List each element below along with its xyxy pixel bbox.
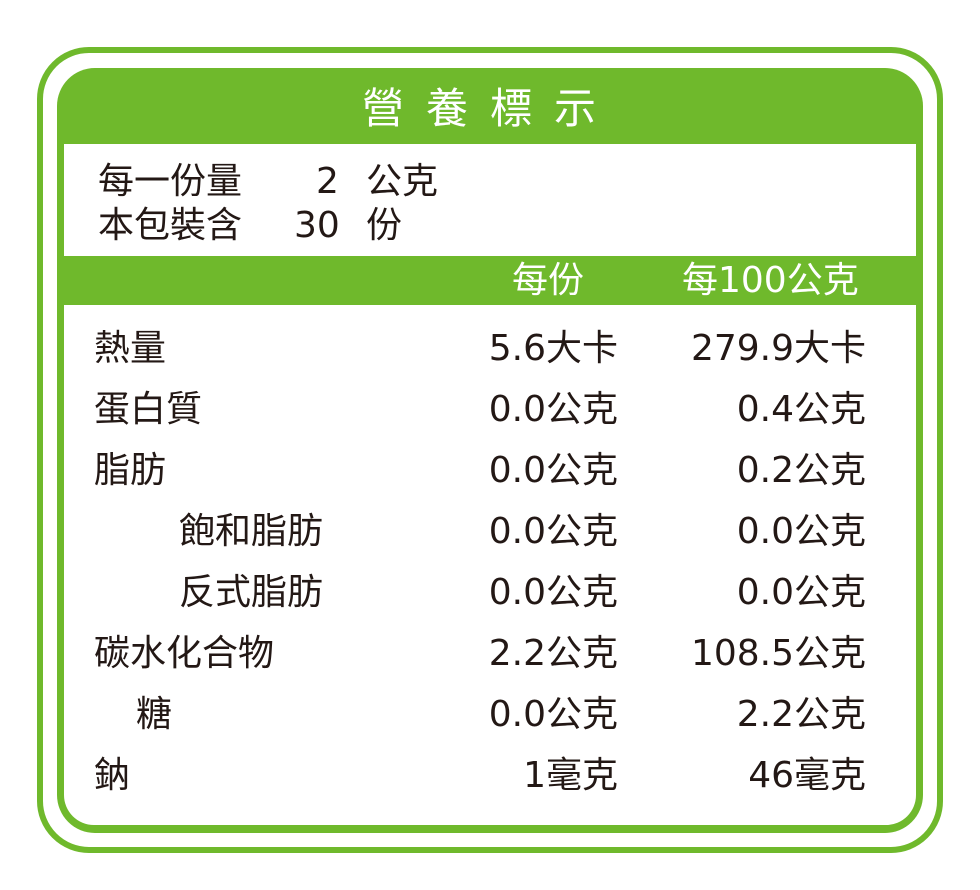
per-serving-value: 0.0公克 — [488, 572, 618, 613]
column-header-per-serving: 每份 — [512, 260, 585, 301]
per-100g-value: 279.9大卡 — [690, 328, 866, 369]
nutrient-name: 熱量 — [94, 328, 167, 369]
per-serving-value: 0.0公克 — [488, 389, 618, 430]
serving-info: 每一份量 2 公克 本包裝含 30 份 — [64, 144, 916, 256]
per-serving-value: 1毫克 — [523, 755, 618, 796]
per-100g-value: 46毫克 — [748, 755, 866, 796]
serving-size-label: 每一份量 — [98, 161, 243, 202]
per-serving-value: 0.0公克 — [488, 450, 618, 491]
servings-count-unit: 份 — [366, 205, 403, 246]
nutrient-row: 反式脂肪 0.0公克 0.0公克 — [64, 563, 916, 623]
nutrient-row: 脂肪 0.0公克 0.2公克 — [64, 441, 916, 501]
nutrient-row: 鈉 1毫克 46毫克 — [64, 746, 916, 806]
nutrition-table: 熱量 5.6大卡 279.9大卡 蛋白質 0.0公克 0.4公克 脂肪 0.0公克 … — [64, 305, 916, 825]
column-header-per-100g: 每100公克 — [682, 260, 859, 301]
nutrient-name: 碳水化合物 — [94, 633, 275, 674]
per-serving-value: 0.0公克 — [488, 694, 618, 735]
per-100g-value: 0.4公克 — [736, 389, 866, 430]
per-100g-value: 0.0公克 — [736, 572, 866, 613]
nutrient-name: 蛋白質 — [94, 389, 203, 430]
per-100g-value: 0.0公克 — [736, 511, 866, 552]
servings-count-label: 本包裝含 — [98, 205, 243, 246]
servings-count-value: 30 — [294, 205, 340, 246]
label-outer-border — [37, 47, 943, 853]
nutrient-row: 熱量 5.6大卡 279.9大卡 — [64, 319, 916, 379]
per-100g-value: 108.5公克 — [690, 633, 866, 674]
per-100g-value: 2.2公克 — [736, 694, 866, 735]
per-serving-value: 2.2公克 — [488, 633, 618, 674]
nutrient-name: 反式脂肪 — [179, 572, 324, 613]
serving-size-value: 2 — [316, 161, 339, 202]
nutrient-name: 脂肪 — [94, 450, 167, 491]
nutrient-name: 飽和脂肪 — [179, 511, 324, 552]
serving-size-unit: 公克 — [366, 161, 439, 202]
per-serving-value: 5.6大卡 — [488, 328, 618, 369]
nutrient-name: 糖 — [136, 694, 173, 735]
nutrient-row: 蛋白質 0.0公克 0.4公克 — [64, 380, 916, 440]
per-100g-value: 0.2公克 — [736, 450, 866, 491]
nutrient-name: 鈉 — [94, 755, 131, 796]
nutrient-row: 糖 0.0公克 2.2公克 — [64, 685, 916, 745]
label-title: 營養標示 — [361, 84, 618, 133]
nutrient-row: 碳水化合物 2.2公克 108.5公克 — [64, 624, 916, 684]
per-serving-value: 0.0公克 — [488, 511, 618, 552]
nutrient-row: 飽和脂肪 0.0公克 0.0公克 — [64, 502, 916, 562]
